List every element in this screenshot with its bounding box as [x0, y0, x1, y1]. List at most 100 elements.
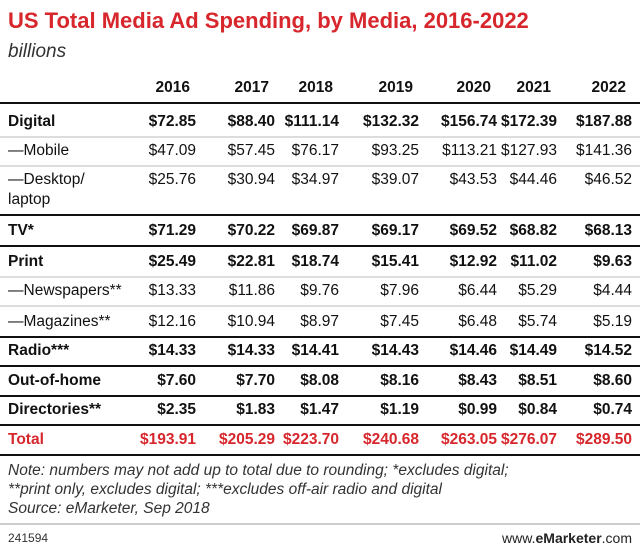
cell: $113.21	[442, 142, 497, 159]
cell: $8.16	[380, 372, 419, 389]
cell: $71.29	[149, 222, 197, 239]
row-label: laptop	[8, 191, 50, 208]
row-label: TV*	[8, 222, 35, 239]
cell: $18.74	[292, 253, 340, 270]
cell: $289.50	[576, 431, 632, 448]
cell: $70.22	[228, 222, 275, 239]
cell: $14.49	[510, 342, 558, 359]
cell: $8.60	[593, 372, 632, 389]
column-header: 2019	[379, 79, 414, 96]
row-label: —Desktop/	[8, 171, 85, 188]
row-label: —Mobile	[8, 142, 69, 159]
cell: $276.07	[501, 431, 557, 448]
cell: $25.76	[149, 171, 196, 188]
cell: $44.46	[510, 171, 557, 188]
cell: $5.19	[593, 313, 632, 330]
column-header: 2021	[517, 79, 552, 96]
note: Note: numbers may not add up to total du…	[8, 462, 509, 479]
column-header: 2022	[592, 79, 626, 96]
cell: $13.33	[149, 282, 196, 299]
brand-prefix: www.	[501, 530, 535, 546]
cell: $34.97	[292, 171, 339, 188]
cell: $132.32	[363, 113, 419, 130]
cell: $263.05	[441, 431, 497, 448]
cell: $8.97	[300, 313, 339, 330]
row-label: Total	[8, 431, 44, 448]
cell: $11.86	[229, 282, 275, 299]
cell: $93.25	[372, 142, 419, 159]
cell: $39.07	[372, 171, 419, 188]
cell: $43.53	[450, 171, 497, 188]
column-header: 2020	[457, 79, 491, 96]
cell: $14.52	[585, 342, 632, 359]
cell: $14.33	[228, 342, 276, 359]
cell: $0.84	[518, 401, 557, 418]
note: Source: eMarketer, Sep 2018	[8, 500, 210, 517]
cell: $2.35	[157, 401, 196, 418]
cell: $69.87	[292, 222, 339, 239]
brand-name: eMarketer	[536, 530, 603, 546]
cell: $5.29	[518, 282, 557, 299]
cell: $193.91	[140, 431, 196, 448]
cell: $0.74	[593, 401, 632, 418]
cell: $22.81	[228, 253, 276, 270]
cell: $57.45	[228, 142, 275, 159]
cell: $1.19	[380, 401, 419, 418]
row-label: —Magazines**	[8, 313, 111, 330]
column-header: 2018	[299, 79, 334, 96]
column-header: 2017	[235, 79, 269, 96]
note: **print only, excludes digital; ***exclu…	[8, 481, 443, 498]
column-header: 2016	[156, 79, 191, 96]
footer-brand: www.eMarketer.com	[501, 530, 632, 546]
row-label: Directories**	[8, 401, 102, 418]
cell: $240.68	[363, 431, 419, 448]
cell: $68.13	[585, 222, 633, 239]
cell: $111.14	[285, 113, 340, 130]
cell: $4.44	[593, 282, 632, 299]
footer-id: 241594	[8, 531, 48, 545]
cell: $8.43	[458, 372, 497, 389]
cell: $25.49	[149, 253, 197, 270]
row-label: Digital	[8, 113, 55, 130]
cell: $30.94	[228, 171, 276, 188]
cell: $7.70	[236, 372, 275, 389]
cell: $69.17	[372, 222, 419, 239]
cell: $141.36	[576, 142, 632, 159]
cell: $6.48	[458, 313, 497, 330]
cell: $127.93	[501, 142, 557, 159]
brand-suffix: .com	[602, 530, 632, 546]
cell: $7.96	[380, 282, 419, 299]
cell: $1.47	[300, 401, 339, 418]
cell: $172.39	[501, 113, 557, 130]
row-label: Print	[8, 253, 43, 270]
cell: $69.52	[450, 222, 497, 239]
cell: $8.08	[300, 372, 339, 389]
cell: $223.70	[283, 431, 339, 448]
cell: $1.83	[236, 401, 275, 418]
cell: $9.76	[300, 282, 339, 299]
cell: $88.40	[228, 113, 275, 130]
cell: $205.29	[219, 431, 275, 448]
cell: $187.88	[576, 113, 632, 130]
cell: $10.94	[228, 313, 276, 330]
cell: $14.43	[372, 342, 420, 359]
row-label: —Newspapers**	[8, 282, 122, 299]
cell: $14.41	[292, 342, 340, 359]
cell: $14.46	[450, 342, 498, 359]
cell: $0.99	[458, 401, 497, 418]
cell: $7.45	[380, 313, 419, 330]
cell: $76.17	[292, 142, 339, 159]
cell: $46.52	[585, 171, 632, 188]
cell: $156.74	[441, 113, 497, 130]
cell: $9.63	[593, 253, 632, 270]
cell: $7.60	[157, 372, 196, 389]
cell: $5.74	[518, 313, 557, 330]
title: US Total Media Ad Spending, by Media, 20…	[8, 8, 529, 33]
row-label: Radio***	[8, 342, 70, 359]
row-label: Out-of-home	[8, 372, 101, 389]
cell: $15.41	[372, 253, 420, 270]
cell: $12.92	[450, 253, 497, 270]
cell: $12.16	[149, 313, 196, 330]
subtitle: billions	[8, 41, 67, 62]
